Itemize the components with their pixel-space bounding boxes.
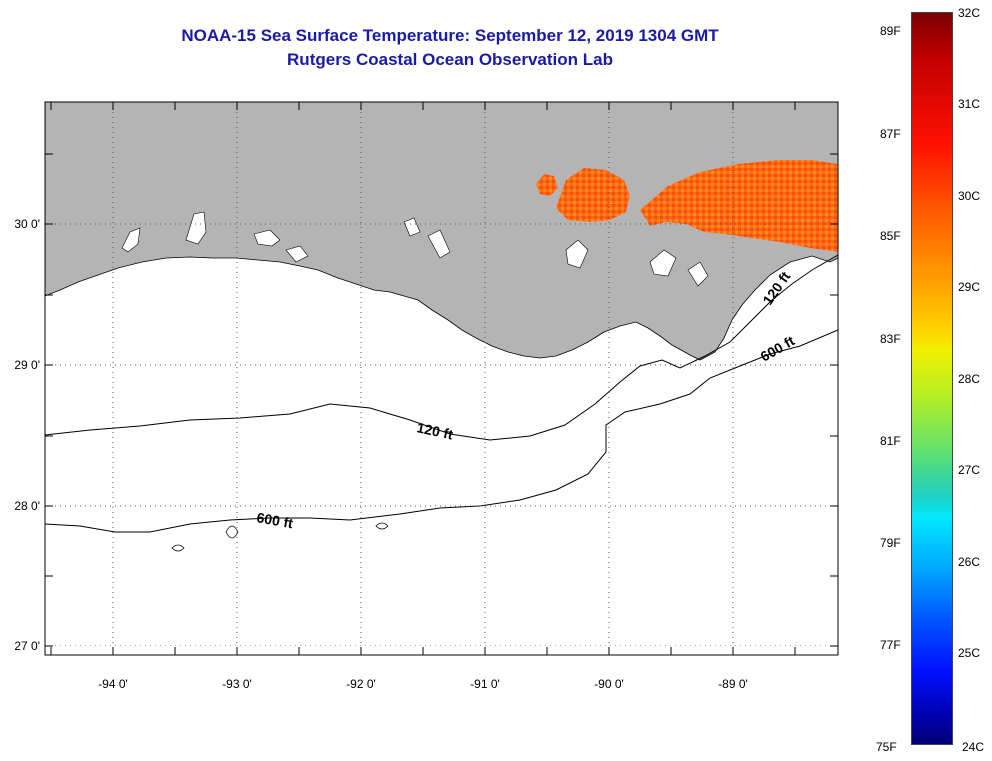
lon-label: -89 0' <box>718 677 748 691</box>
colorbar-c-label: 26C <box>958 555 981 569</box>
lat-label: 30 0' <box>14 217 40 231</box>
lake <box>253 229 281 247</box>
lon-label: -91 0' <box>470 677 500 691</box>
colorbar-c-label: 28C <box>958 372 981 386</box>
colorbar-c-label: 27C <box>958 463 981 477</box>
colorbar-f-label: 77F <box>880 638 901 652</box>
lon-label: -93 0' <box>222 677 252 691</box>
lake <box>185 211 207 245</box>
sst-patch-small <box>536 174 558 196</box>
lat-label: 28 0' <box>14 499 40 513</box>
colorbar-f-label: 89F <box>880 24 901 38</box>
colorbar-f-label: 81F <box>880 434 901 448</box>
contour-120ft <box>45 254 838 441</box>
map-subtitle: Rutgers Coastal Ocean Observation Lab <box>287 50 613 69</box>
frame-ticks <box>45 102 838 655</box>
map-frame <box>44 101 839 656</box>
lake <box>403 217 421 237</box>
lake <box>427 229 451 259</box>
colorbar-f-label: 83F <box>880 332 901 346</box>
graticule <box>45 102 838 646</box>
colorbar-c-label: 25C <box>958 646 981 660</box>
sst-patch-central <box>556 168 630 222</box>
sst-patch-east <box>640 160 838 252</box>
colorbar-c-label: 30C <box>958 189 981 203</box>
colorbar-f-label: 75F <box>876 740 897 754</box>
contour-islet <box>225 525 239 539</box>
lake <box>285 245 309 263</box>
contour-islet <box>375 522 389 530</box>
colorbar-f-label: 85F <box>880 229 901 243</box>
lake <box>121 227 141 253</box>
lake <box>649 249 677 277</box>
colorbar-f-label: 87F <box>880 127 901 141</box>
land-mass <box>45 102 838 361</box>
contour-label: 600 ft <box>255 509 294 531</box>
contour-600ft <box>45 329 838 533</box>
lon-label: -90 0' <box>594 677 624 691</box>
lake <box>565 239 589 269</box>
lon-label: -94 0' <box>98 677 128 691</box>
colorbar-c-label: 29C <box>958 280 981 294</box>
contour-label: 120 ft <box>415 419 454 442</box>
contour-islet <box>171 544 185 552</box>
lon-label: -92 0' <box>346 677 376 691</box>
temperature-colorbar <box>911 12 953 745</box>
lake <box>687 261 709 287</box>
colorbar-c-label: 32C <box>958 6 981 20</box>
lat-label: 29 0' <box>14 358 40 372</box>
sst-map: 120 ft 600 ft 120 ft 600 ft -94 0' -93 0… <box>14 101 839 691</box>
lat-label: 27 0' <box>14 639 40 653</box>
colorbar-c-label: 24C <box>962 740 985 754</box>
map-title: NOAA-15 Sea Surface Temperature: Septemb… <box>181 26 719 45</box>
colorbar-c-label: 31C <box>958 97 981 111</box>
colorbar-f-label: 79F <box>880 536 901 550</box>
